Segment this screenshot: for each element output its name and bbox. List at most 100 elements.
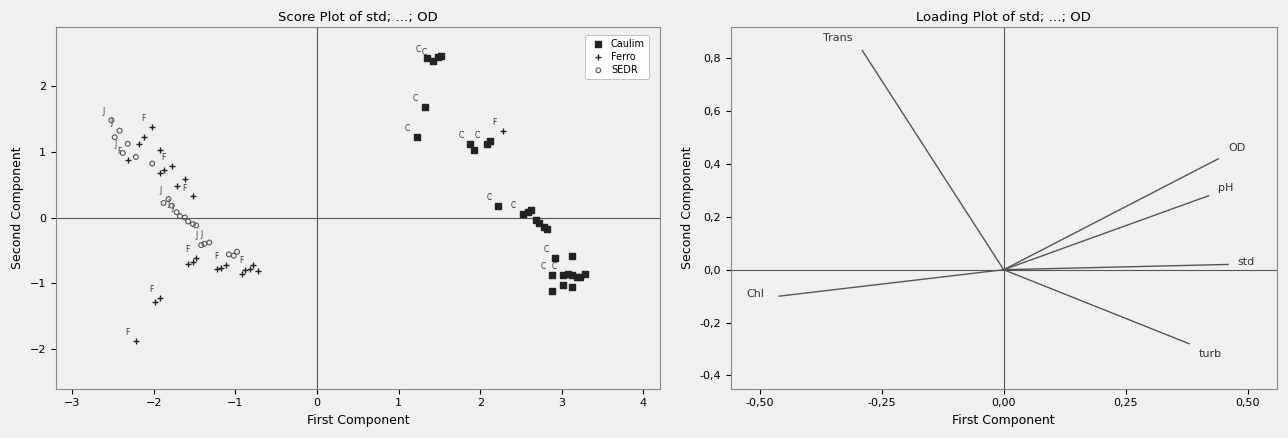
- SEDR: [178, 218, 198, 225]
- SEDR: [125, 153, 146, 160]
- Legend: Caulim, Ferro, SEDR: Caulim, Ferro, SEDR: [585, 35, 649, 79]
- Caulim: [528, 219, 549, 226]
- SEDR: [170, 213, 191, 220]
- Y-axis label: Second Component: Second Component: [12, 146, 24, 269]
- Text: C: C: [487, 193, 492, 202]
- Text: F: F: [142, 114, 146, 123]
- Ferro: [174, 176, 194, 183]
- Ferro: [149, 147, 170, 154]
- Ferro: [493, 127, 514, 134]
- Ferro: [161, 162, 182, 170]
- Text: C: C: [540, 262, 546, 272]
- Caulim: [526, 217, 546, 224]
- Text: Trans: Trans: [823, 32, 853, 42]
- Caulim: [545, 255, 565, 262]
- Ferro: [153, 166, 174, 173]
- SEDR: [109, 127, 130, 134]
- Text: Chl: Chl: [747, 289, 765, 299]
- SEDR: [112, 149, 133, 156]
- SEDR: [161, 202, 182, 209]
- Text: F: F: [185, 245, 189, 254]
- Text: J: J: [103, 107, 104, 116]
- Caulim: [488, 202, 509, 209]
- Ferro: [134, 134, 155, 141]
- Ferro: [146, 298, 166, 305]
- Text: C: C: [551, 262, 556, 272]
- Caulim: [422, 57, 443, 64]
- Text: J: J: [160, 186, 162, 195]
- Text: pH: pH: [1218, 183, 1234, 193]
- Text: F: F: [492, 118, 497, 127]
- Caulim: [518, 208, 538, 215]
- SEDR: [158, 196, 179, 203]
- Caulim: [477, 140, 497, 147]
- Title: Score Plot of std; …; OD: Score Plot of std; …; OD: [278, 11, 438, 24]
- Caulim: [558, 271, 578, 278]
- Text: OD: OD: [1227, 144, 1245, 153]
- Caulim: [428, 53, 448, 60]
- Ferro: [125, 338, 146, 345]
- Ferro: [166, 182, 187, 189]
- Ferro: [207, 265, 228, 272]
- Caulim: [574, 271, 595, 278]
- Caulim: [430, 52, 451, 59]
- Text: F: F: [215, 252, 219, 261]
- Caulim: [562, 284, 582, 291]
- Ferro: [185, 255, 206, 262]
- Text: F: F: [117, 147, 121, 155]
- Caulim: [562, 272, 582, 279]
- Caulim: [417, 55, 438, 62]
- Text: J: J: [171, 203, 174, 212]
- X-axis label: First Component: First Component: [952, 414, 1055, 427]
- SEDR: [104, 134, 125, 141]
- Caulim: [537, 226, 558, 233]
- Text: F: F: [125, 328, 129, 337]
- Ferro: [149, 294, 170, 301]
- Caulim: [542, 288, 563, 295]
- Text: C: C: [475, 131, 480, 140]
- SEDR: [219, 251, 240, 258]
- Text: F: F: [240, 256, 243, 265]
- Text: J: J: [115, 140, 116, 149]
- Text: C: C: [511, 201, 516, 210]
- Text: J: J: [111, 118, 113, 127]
- Text: F: F: [149, 285, 153, 294]
- Caulim: [520, 207, 541, 214]
- Text: F: F: [182, 184, 187, 193]
- Text: C: C: [459, 131, 464, 140]
- Ferro: [117, 156, 138, 163]
- SEDR: [191, 242, 211, 249]
- Caulim: [513, 210, 533, 217]
- Text: J: J: [201, 230, 202, 239]
- Text: C: C: [416, 45, 421, 54]
- Text: J: J: [167, 199, 170, 208]
- Ferro: [142, 123, 162, 130]
- SEDR: [227, 248, 247, 255]
- Caulim: [464, 147, 484, 154]
- Ferro: [215, 261, 236, 268]
- Text: C: C: [413, 94, 419, 103]
- Text: std: std: [1238, 257, 1255, 267]
- Text: C: C: [421, 48, 426, 57]
- Caulim: [415, 103, 435, 110]
- Ferro: [234, 267, 255, 274]
- Ferro: [149, 169, 170, 176]
- Ferro: [243, 261, 264, 268]
- SEDR: [224, 252, 245, 259]
- Caulim: [460, 140, 480, 147]
- SEDR: [142, 160, 162, 167]
- SEDR: [100, 117, 121, 124]
- Text: F: F: [161, 153, 165, 162]
- Title: Loading Plot of std; …; OD: Loading Plot of std; …; OD: [916, 11, 1091, 24]
- Y-axis label: Second Component: Second Component: [680, 146, 694, 269]
- Text: J: J: [196, 231, 198, 240]
- SEDR: [200, 239, 220, 246]
- Text: C: C: [404, 124, 410, 133]
- Caulim: [569, 273, 590, 280]
- Ferro: [249, 268, 269, 275]
- X-axis label: First Component: First Component: [307, 414, 410, 427]
- Text: turb: turb: [1199, 349, 1222, 359]
- Caulim: [553, 272, 573, 279]
- Ferro: [183, 193, 204, 200]
- SEDR: [194, 240, 215, 247]
